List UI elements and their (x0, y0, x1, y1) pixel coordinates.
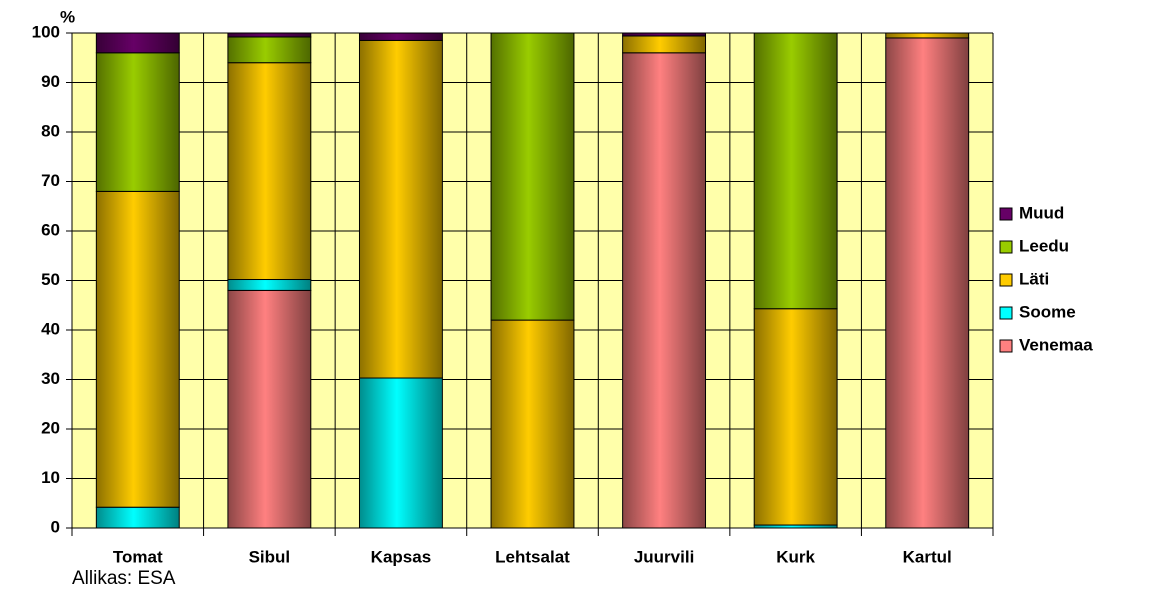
bar-segment (227, 289, 312, 529)
y-tick-label: 30 (41, 369, 60, 388)
bar-segment (490, 32, 575, 321)
legend-swatch (999, 207, 1013, 221)
legend-label: Leedu (1019, 236, 1069, 255)
bar-segment (753, 308, 838, 526)
y-tick-label: 40 (41, 319, 60, 338)
bar-segment (95, 52, 180, 192)
legend-label: Muud (1019, 203, 1064, 222)
x-tick-label: Tomat (113, 547, 163, 566)
legend-swatch (999, 339, 1013, 353)
y-tick-label: 0 (51, 517, 60, 536)
legend-label: Venemaa (1019, 335, 1093, 354)
x-tick-label: Lehtsalat (495, 547, 570, 566)
y-tick-label: 60 (41, 220, 60, 239)
legend-swatch (999, 273, 1013, 287)
bar-segment (95, 190, 180, 508)
bar-segment (622, 35, 707, 54)
x-tick-label: Juurvili (634, 547, 694, 566)
y-tick-label: 10 (41, 468, 60, 487)
bar-segment (490, 319, 575, 529)
source: Allikas: ESA (72, 568, 176, 589)
y-tick-label: 70 (41, 171, 60, 190)
x-tick-label: Kartul (903, 547, 952, 566)
bar-segment (227, 32, 312, 38)
y-tick-label: 20 (41, 418, 60, 437)
legend-label: Soome (1019, 302, 1076, 321)
bar-segment (227, 36, 312, 64)
legend-label: Läti (1019, 269, 1049, 288)
bar-segment (885, 37, 970, 529)
bar-segment (227, 62, 312, 281)
bar-segment (358, 39, 443, 379)
x-tick-label: Kurk (776, 547, 815, 566)
legend-swatch (999, 240, 1013, 254)
bar-segment (358, 377, 443, 529)
bar-segment (622, 32, 707, 37)
bar-segment (622, 52, 707, 529)
y-tick-label: 50 (41, 270, 60, 289)
bar-segment (753, 32, 838, 310)
x-tick-label: Kapsas (371, 547, 431, 566)
bar-segment (227, 279, 312, 291)
bar-segment (358, 32, 443, 41)
x-tick-label: Sibul (249, 547, 291, 566)
y-axis-label: % (60, 7, 75, 26)
y-tick-label: 80 (41, 121, 60, 140)
legend-swatch (999, 306, 1013, 320)
bar-segment (95, 32, 180, 54)
bar-segment (885, 32, 970, 39)
bar-segment (95, 506, 180, 529)
y-tick-label: 100 (32, 22, 60, 41)
y-tick-label: 90 (41, 72, 60, 91)
